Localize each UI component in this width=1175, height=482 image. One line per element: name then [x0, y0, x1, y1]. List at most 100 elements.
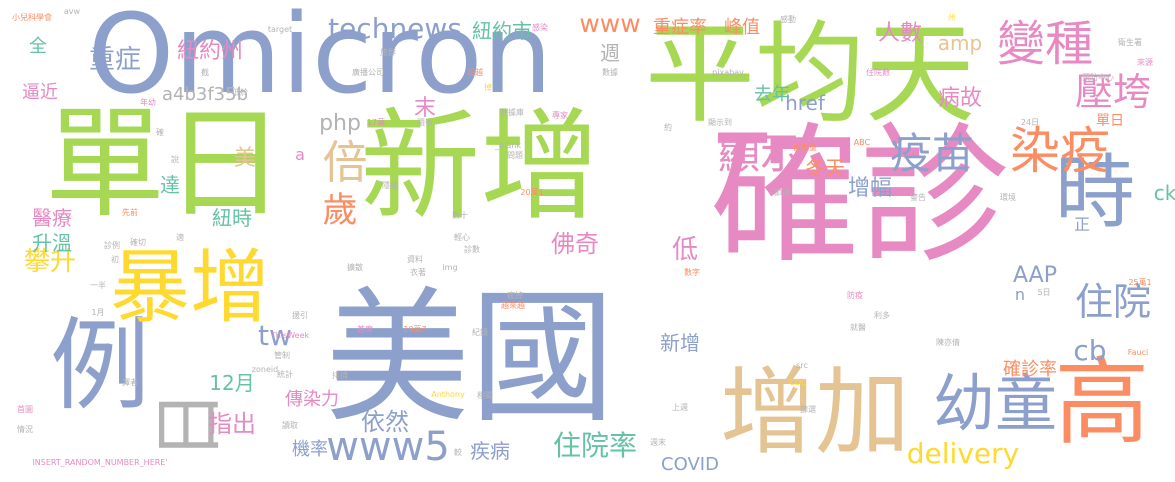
cloud-word: 美國 [325, 274, 615, 443]
cloud-word: 住院數 [866, 67, 890, 77]
cloud-word: 高 [1054, 348, 1149, 458]
cloud-word: 25萬1 [1128, 277, 1151, 287]
cloud-word: ThisWeek [270, 331, 310, 340]
cloud-word: 單日 [45, 95, 285, 234]
cloud-word: 住院 [1075, 280, 1151, 324]
cloud-word: ABC [854, 138, 871, 147]
cloud-word: 數據 [602, 67, 618, 77]
cloud-word: 住院率 [553, 429, 637, 462]
cloud-word: a4b3f35b [162, 84, 248, 105]
cloud-word: 統計 [277, 369, 293, 379]
cloud-word: 衣著 [410, 267, 426, 277]
cloud-word: 廣播公司 [352, 67, 384, 77]
cloud-word: 暴增 [110, 241, 270, 334]
cloud-word: 紐時 [212, 206, 252, 230]
cloud-word: amp [938, 31, 982, 55]
cloud-word: 增幅 [848, 176, 892, 201]
cloud-word: 12月 [209, 371, 254, 395]
cloud-word: 20萬1 [520, 187, 543, 197]
cloud-word: 適 [176, 232, 184, 242]
cloud-word: 週 [600, 41, 620, 65]
cloud-word: 新增 [360, 98, 600, 237]
cloud-word: 管制 [274, 350, 290, 360]
cloud-word: 低 [672, 235, 698, 265]
cloud-word: 首圖 [17, 404, 33, 414]
cloud-word: 就醫 [850, 322, 866, 332]
cloud-word: avw [64, 7, 81, 16]
cloud-word: 數據庫 [500, 107, 524, 117]
cloud-word: 24日 [1021, 118, 1039, 127]
cloud-word: ck [1154, 181, 1175, 205]
cloud-word: 顯示到 [708, 118, 732, 127]
cloud-word: 援引 [292, 310, 308, 320]
cloud-word: 醫療量 [793, 142, 817, 152]
cloud-word: 相關 [477, 390, 493, 400]
cloud-word: 隨後 [417, 117, 433, 127]
cloud-word: 警告 [910, 192, 926, 202]
cloud-word: 正 [1074, 215, 1090, 234]
cloud-word: 初 [111, 254, 119, 264]
cloud-word: INSERT_RANDOM_NUMBER_HERE' [32, 458, 167, 467]
cloud-word: 時 [1055, 146, 1135, 239]
cloud-word: 疲掉 [507, 290, 523, 300]
cloud-word: 一半 [90, 280, 106, 290]
cloud-word: 上週 [672, 403, 688, 412]
cloud-word: 州 [948, 13, 956, 22]
cloud-word: 人數 [878, 21, 922, 46]
cloud-word: 美 [234, 146, 256, 171]
cloud-word: 17萬 [367, 117, 385, 127]
cloud-word: 先前 [122, 207, 138, 217]
cloud-word: 輕心 [454, 233, 470, 242]
cloud-word: 變種 [997, 16, 1093, 72]
cloud-word: 來源 [1137, 58, 1153, 67]
cloud-word: 掉 [484, 82, 492, 92]
cloud-word: 預防中心 [1082, 72, 1114, 82]
cloud-word: 染疫 [1010, 122, 1110, 180]
cloud-word: AAP [1013, 263, 1057, 288]
cloud-word: 讀取 [282, 420, 298, 430]
cloud-word: 環境 [1000, 192, 1016, 202]
cloud-word: 節目 [774, 187, 790, 197]
cloud-word: a [295, 145, 305, 164]
cloud-word: 數十 [452, 210, 468, 220]
cloud-word: 逼近 [22, 82, 58, 103]
cloud-word: CDC [789, 378, 807, 387]
cloud-word: img [442, 263, 457, 272]
cloud-word: 重症 [89, 45, 141, 75]
cloud-word: 約 [664, 122, 672, 132]
cloud-word: 利多 [874, 310, 890, 320]
cloud-word: 倍 [322, 136, 367, 189]
cloud-word: zoneid [252, 365, 278, 374]
cloud-word: 例 [50, 307, 150, 424]
cloud-word: _blank [494, 141, 521, 150]
cloud-word: 資料 [407, 254, 423, 264]
cloud-word: 19萬7 [403, 324, 426, 334]
cloud-word: 旅群 [380, 47, 396, 57]
cloud-word: tw [258, 319, 292, 352]
cloud-word: 確診率 [1003, 359, 1057, 380]
cloud-word: 增加 [720, 358, 910, 468]
cloud-word: 衛生署 [1118, 37, 1142, 47]
cloud-word: Fauci [1128, 348, 1148, 357]
cloud-word: 診例 [104, 240, 120, 250]
cloud-word: 譯者 [122, 377, 138, 387]
cloud-word: COVID [661, 454, 719, 475]
cloud-word: 疾病 [470, 439, 510, 463]
cloud-word: 感染 [532, 22, 548, 32]
cloud-word: 機率 [292, 439, 328, 460]
cloud-word: www5 [326, 424, 450, 470]
cloud-word: 陳亦倩 [936, 337, 960, 347]
cloud-word: 首席 [357, 324, 373, 334]
cloud-word: www [579, 9, 640, 38]
cloud-word: 說 [171, 154, 179, 164]
cloud-word: 峰值 [724, 17, 760, 38]
cloud-word: 感動 [780, 14, 796, 24]
cloud-word: 確診 [710, 110, 1010, 284]
cloud-word: 幼童 [933, 367, 1057, 440]
cloud-word: 情況 [17, 424, 33, 434]
cloud-word: 紀錄 [472, 327, 488, 337]
cloud-word: 截 [201, 67, 209, 77]
cloud-word: 冬天 [805, 156, 845, 180]
